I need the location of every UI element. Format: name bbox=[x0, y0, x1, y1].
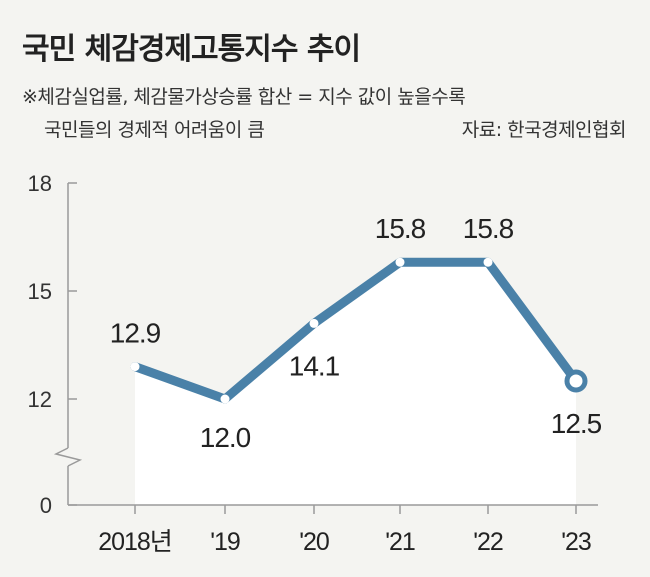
data-label: 12.0 bbox=[200, 422, 251, 453]
data-point bbox=[130, 362, 140, 372]
y-tick-label: 18 bbox=[28, 171, 52, 196]
axis-break-mark bbox=[53, 447, 83, 467]
data-point bbox=[483, 257, 493, 267]
y-tick-label: 0 bbox=[40, 493, 52, 518]
data-label: 12.9 bbox=[110, 318, 161, 349]
chart-title: 국민 체감경제고통지수 추이 bbox=[22, 32, 361, 67]
x-tick-label: '20 bbox=[299, 528, 329, 556]
x-tick-label: '19 bbox=[210, 528, 240, 556]
chart-note-line2: 국민들의 경제적 어려움이 큼 bbox=[44, 119, 265, 141]
data-point bbox=[395, 257, 405, 267]
y-tick-label: 15 bbox=[28, 279, 52, 304]
x-tick-label: '22 bbox=[473, 528, 503, 556]
data-point bbox=[564, 369, 588, 393]
x-tick-label: '23 bbox=[561, 528, 591, 556]
y-tick-label: 12 bbox=[28, 387, 52, 412]
data-label: 15.8 bbox=[375, 213, 426, 244]
plot-area-fill bbox=[135, 262, 576, 505]
chart-source: 자료: 한국경제인협회 bbox=[461, 119, 627, 141]
series-line bbox=[130, 257, 581, 404]
data-label: 14.1 bbox=[289, 350, 340, 381]
data-point bbox=[309, 318, 319, 328]
x-tick-label: 2018년 bbox=[98, 528, 172, 556]
chart-note-line1: ※체감실업률, 체감물가상승률 합산 = 지수 값이 높을수록 bbox=[22, 86, 466, 108]
x-tick-label: '21 bbox=[385, 528, 415, 556]
data-label: 15.8 bbox=[463, 213, 514, 244]
data-label: 12.5 bbox=[551, 408, 602, 439]
data-point bbox=[220, 394, 230, 404]
